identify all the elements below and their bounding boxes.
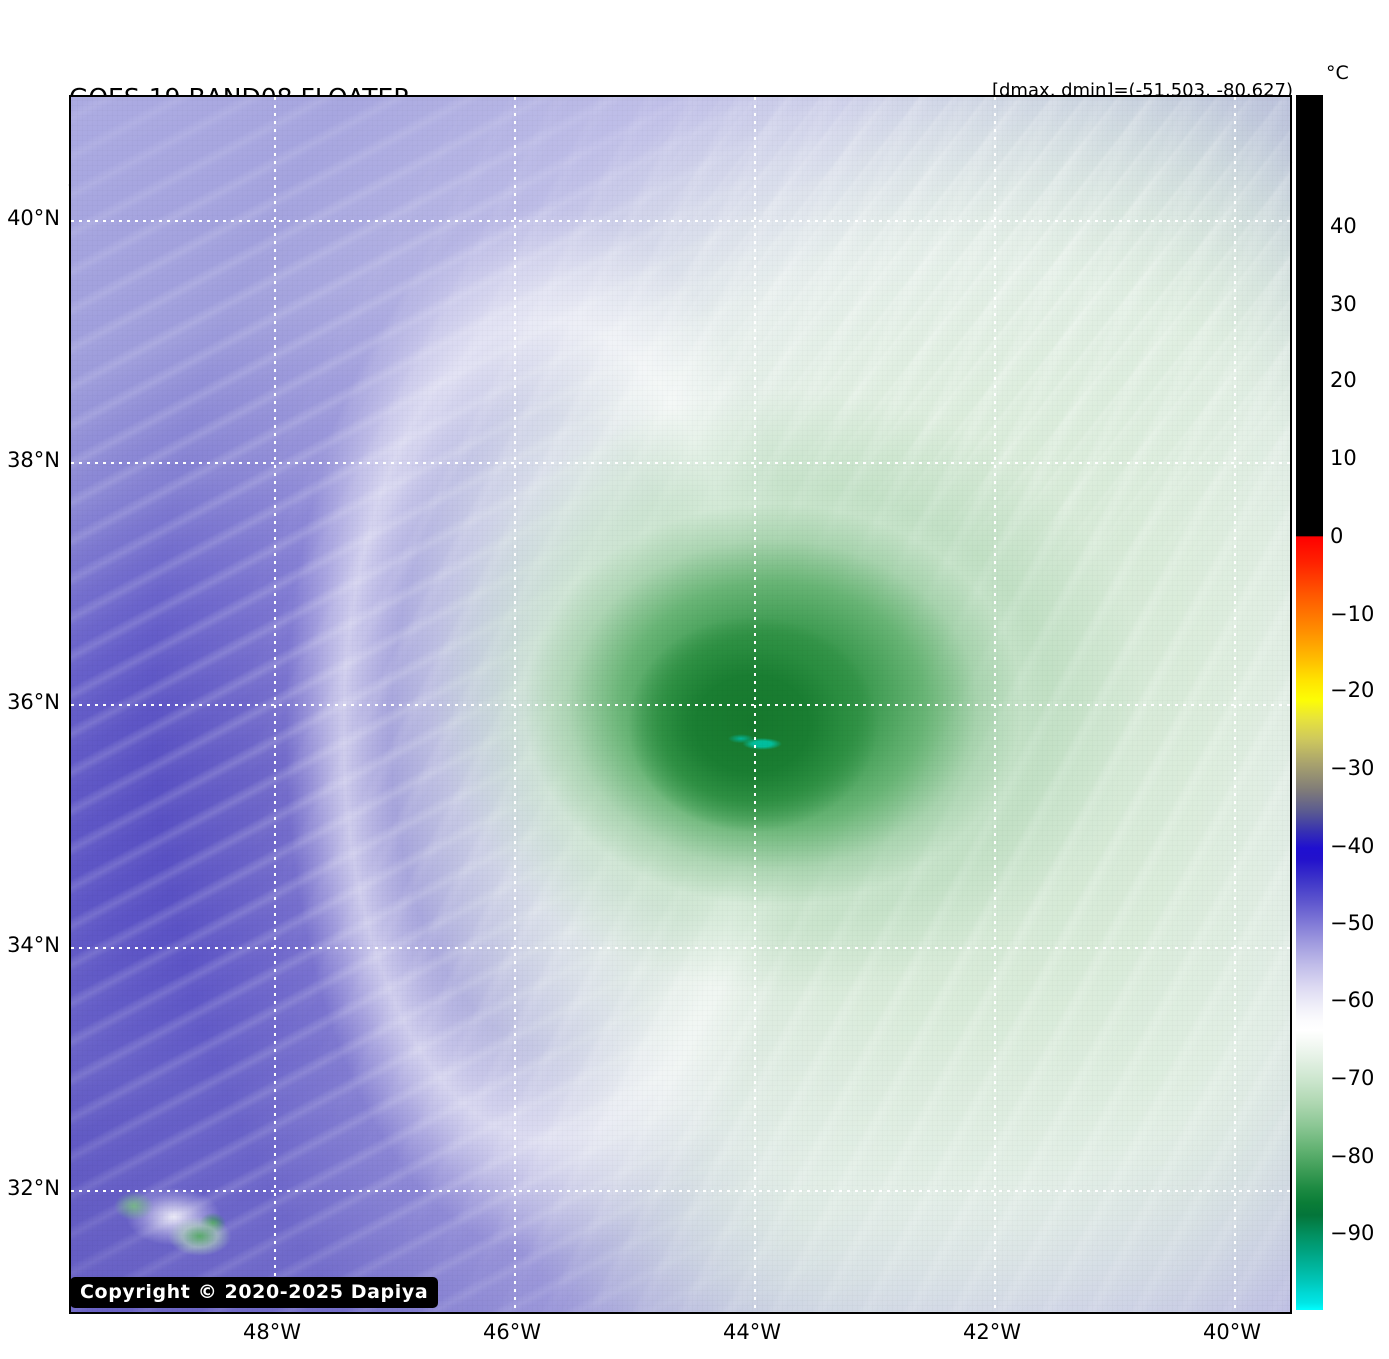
- copyright-watermark: Copyright © 2020-2025 Dapiya: [70, 1277, 439, 1308]
- lon-tick-label-48w: 48°W: [243, 1320, 301, 1344]
- colorbar-tick-10: 10: [1330, 446, 1357, 470]
- satellite-image-plot[interactable]: [69, 95, 1292, 1314]
- colorbar-tick-0: 0: [1330, 524, 1344, 548]
- colorbar-tick-m60: −60: [1330, 988, 1375, 1012]
- gridline-lat-38: [71, 462, 1290, 464]
- colorbar-unit-label: °C: [1326, 62, 1349, 84]
- lon-tick-label-46w: 46°W: [483, 1320, 541, 1344]
- gridline-lon-48w: [274, 97, 276, 1312]
- gridline-lat-36: [71, 704, 1290, 706]
- colorbar-tick-m50: −50: [1330, 911, 1375, 935]
- lat-tick-label-36n: 36°N: [7, 690, 60, 714]
- lat-tick-label-34n: 34°N: [7, 933, 60, 957]
- colorbar-tick-m40: −40: [1330, 834, 1375, 858]
- colorbar-tick-20: 20: [1330, 368, 1357, 392]
- colorbar-tick-m30: −30: [1330, 756, 1375, 780]
- colorbar-tick-30: 30: [1330, 292, 1357, 316]
- lon-tick-label-44w: 44°W: [723, 1320, 781, 1344]
- lon-tick-label-40w: 40°W: [1203, 1320, 1261, 1344]
- temperature-colorbar: [1296, 95, 1323, 1310]
- lat-tick-label-32n: 32°N: [7, 1176, 60, 1200]
- colorbar-tick-40: 40: [1330, 214, 1357, 238]
- gridline-lon-44w: [754, 97, 756, 1312]
- colorbar-tick-m80: −80: [1330, 1144, 1375, 1168]
- colorbar-tick-m70: −70: [1330, 1066, 1375, 1090]
- gridline-lat-40: [71, 220, 1290, 222]
- colorbar-tick-m10: −10: [1330, 602, 1375, 626]
- gridline-lat-34: [71, 947, 1290, 949]
- lon-tick-label-42w: 42°W: [963, 1320, 1021, 1344]
- lat-tick-label-40n: 40°N: [7, 206, 60, 230]
- lat-tick-label-38n: 38°N: [7, 448, 60, 472]
- gridline-lon-40w: [1234, 97, 1236, 1312]
- colorbar-tick-m90: −90: [1330, 1221, 1375, 1245]
- colorbar-tick-m20: −20: [1330, 678, 1375, 702]
- gridline-lat-32: [71, 1190, 1290, 1192]
- gridline-lon-42w: [994, 97, 996, 1312]
- gridline-lon-46w: [514, 97, 516, 1312]
